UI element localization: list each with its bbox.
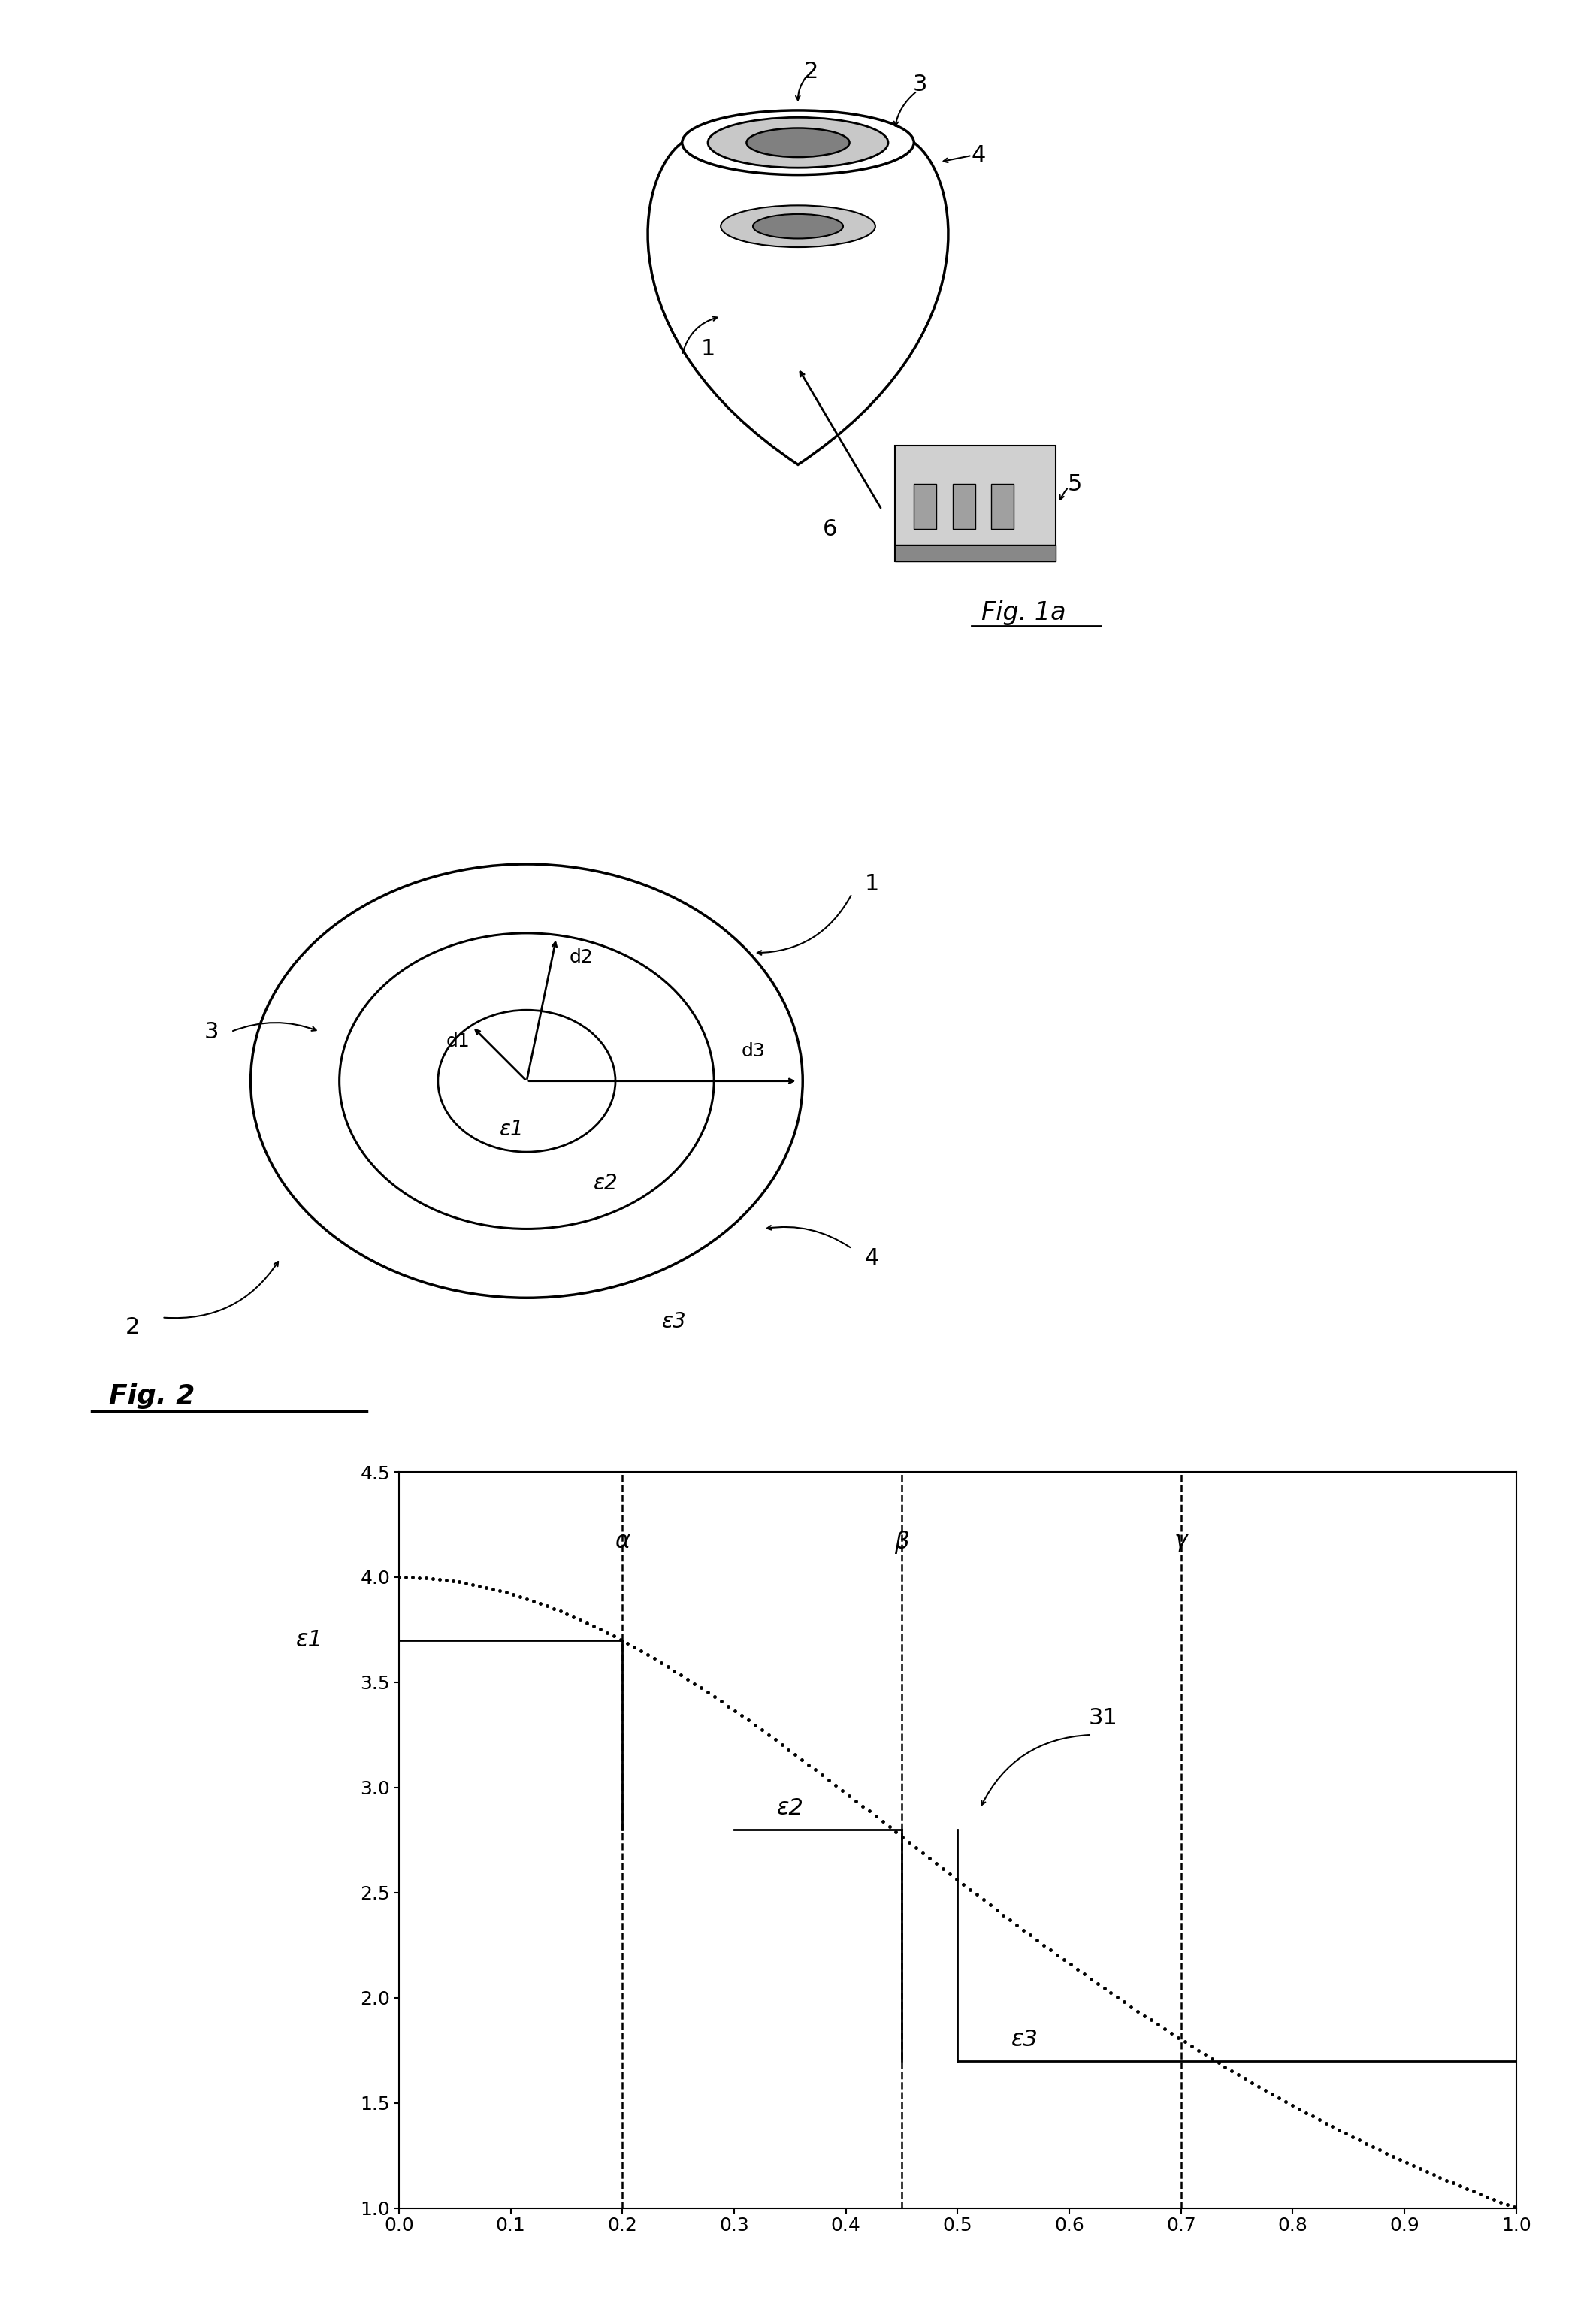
- Ellipse shape: [709, 117, 887, 168]
- Text: 2: 2: [804, 60, 819, 83]
- Text: ε2: ε2: [594, 1173, 618, 1194]
- Ellipse shape: [340, 934, 713, 1228]
- Ellipse shape: [747, 129, 849, 156]
- FancyBboxPatch shape: [953, 483, 975, 529]
- Text: α: α: [614, 1532, 630, 1552]
- Text: d2: d2: [568, 948, 592, 966]
- Text: 3: 3: [204, 1021, 219, 1042]
- Text: β: β: [894, 1532, 910, 1555]
- Text: γ: γ: [1175, 1532, 1187, 1552]
- Text: d3: d3: [742, 1042, 766, 1060]
- Text: ε2: ε2: [777, 1796, 803, 1819]
- Ellipse shape: [681, 110, 915, 175]
- Text: 2: 2: [124, 1316, 140, 1339]
- Text: 4: 4: [970, 145, 986, 166]
- Text: 1: 1: [865, 874, 879, 895]
- Text: ε3: ε3: [1012, 2029, 1037, 2049]
- FancyBboxPatch shape: [915, 483, 937, 529]
- Text: Fig. 2: Fig. 2: [109, 1385, 195, 1410]
- Text: ε1: ε1: [500, 1118, 523, 1141]
- Text: 31: 31: [1088, 1707, 1117, 1730]
- Text: 4: 4: [865, 1247, 879, 1270]
- Text: 3: 3: [913, 74, 927, 97]
- Text: 1: 1: [701, 338, 715, 359]
- Text: ε3: ε3: [662, 1311, 686, 1332]
- Ellipse shape: [753, 214, 843, 239]
- Ellipse shape: [437, 1010, 616, 1152]
- Text: ε1: ε1: [297, 1628, 322, 1651]
- FancyBboxPatch shape: [895, 446, 1055, 561]
- Text: Fig. 1a: Fig. 1a: [982, 600, 1066, 626]
- Text: 6: 6: [824, 518, 838, 540]
- Text: d1: d1: [445, 1033, 469, 1051]
- Ellipse shape: [721, 205, 875, 248]
- FancyBboxPatch shape: [991, 483, 1013, 529]
- Text: 5: 5: [1068, 474, 1082, 494]
- Ellipse shape: [251, 865, 803, 1297]
- FancyBboxPatch shape: [895, 545, 1055, 561]
